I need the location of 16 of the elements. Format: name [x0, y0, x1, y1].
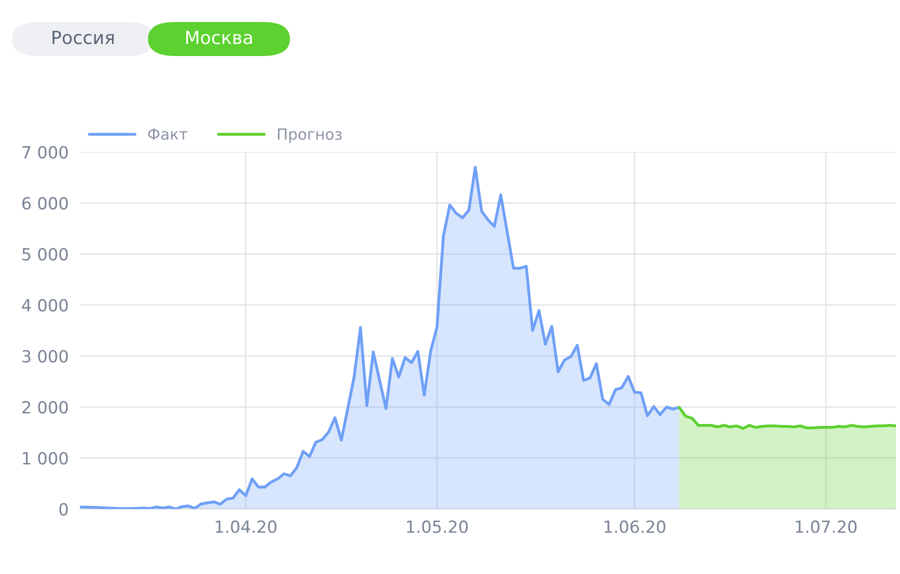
y-tick-label: 3 000 — [22, 350, 68, 363]
y-tick-label: 2 000 — [22, 400, 68, 414]
legend-label: Прогноз — [278, 128, 342, 143]
y-tick-label: 0 — [59, 502, 68, 516]
x-tick-label: 1.07.20 — [796, 520, 857, 534]
y-tick-label: 4 000 — [22, 298, 68, 312]
y-tick-label: 5 000 — [22, 248, 68, 261]
text: Москва — [186, 30, 252, 44]
x-tick-label: 1.06.20 — [604, 520, 666, 534]
y-tick-label: 6 000 — [22, 196, 68, 210]
x-tick-label: 1.04.20 — [216, 520, 276, 534]
legend-label: Факт — [148, 128, 188, 140]
x-tick-label: 1.05.20 — [407, 520, 468, 534]
text: Россия — [52, 30, 114, 44]
y-tick-label: 7 000 — [22, 146, 68, 159]
y-tick-label: 1 000 — [23, 452, 68, 465]
